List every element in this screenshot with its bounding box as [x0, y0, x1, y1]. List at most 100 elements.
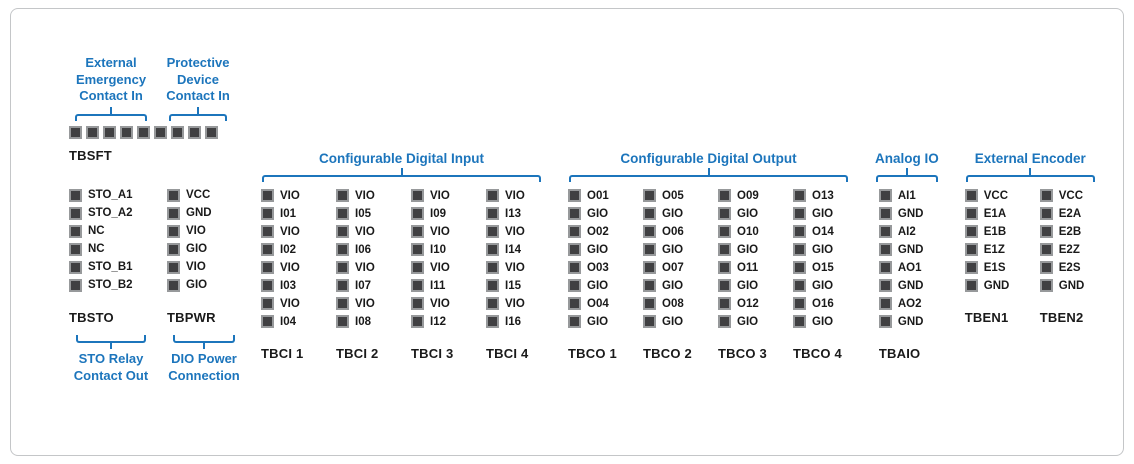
pin-label: GIO [662, 207, 684, 220]
pin-terminal-icon [120, 125, 133, 139]
brace-icon [168, 106, 228, 122]
pin-label: E2Z [1058, 243, 1080, 256]
pin-row: I09 [411, 207, 467, 220]
terminal-block-label: TBCO 2 [643, 346, 692, 361]
pin-terminal-icon [86, 125, 99, 139]
pin-label: VIO [280, 297, 300, 310]
pin-terminal-icon [411, 243, 424, 256]
pin-list: STO_A1 STO_A2 NC NC STO_B1 STO_B2 [69, 188, 153, 297]
pin-row: VIO [167, 224, 241, 238]
pin-terminal-icon [878, 243, 892, 256]
pin-terminal-icon [964, 261, 978, 274]
terminal-block-label: TBCI 4 [486, 346, 529, 361]
pin-label: AI2 [897, 225, 916, 238]
sto-pwr-blocks: STO_A1 STO_A2 NC NC STO_B1 STO_B2 TBSTO STO R… [69, 188, 241, 384]
pin-label: VIO [355, 189, 375, 202]
pin-terminal-icon [568, 225, 581, 238]
pin-terminal-icon [718, 225, 731, 238]
pin-label: GIO [812, 207, 834, 220]
pin-terminal-icon [411, 315, 424, 328]
pin-label: I14 [505, 243, 521, 256]
pin-row: I02 [261, 243, 317, 256]
pin-terminal-icon [568, 207, 581, 220]
pin-row: VIO [167, 260, 241, 274]
pin-row: VIO [336, 297, 392, 310]
pin-terminal-icon [964, 225, 978, 238]
pin-row: GND [167, 206, 241, 220]
pin-terminal-icon [1039, 261, 1053, 274]
pin-terminal-icon [69, 188, 82, 202]
pin-label: I09 [430, 207, 446, 220]
pin-row: GIO [568, 279, 624, 292]
terminal-block-tben2: VCC E2A E2B E2Z E2S GND TBEN2 [1039, 189, 1096, 325]
pin-row: O03 [568, 261, 624, 274]
pin-label: GIO [662, 243, 684, 256]
pin-terminal-icon [793, 297, 806, 310]
pin-row: GIO [793, 279, 849, 292]
pin-list: VIO I09 VIO I10 VIO I11 VIO I12 [411, 189, 467, 333]
pin-terminal-icon [718, 189, 731, 202]
pin-terminal-icon [1039, 243, 1053, 256]
pin-terminal-icon [486, 297, 499, 310]
pin-terminal-icon [336, 189, 349, 202]
pin-row: VIO [411, 189, 467, 202]
pin-label: I02 [280, 243, 296, 256]
pin-label: VIO [355, 225, 375, 238]
pin-label: GIO [812, 279, 834, 292]
pin-label: VIO [430, 261, 450, 274]
terminal-block-tbci1: VIO I01 VIO I02 VIO I03 VIO I04 TBCI 1 [261, 189, 317, 361]
pin-terminal-icon [411, 297, 424, 310]
pin-row: AI2 [878, 225, 935, 238]
pin-terminal-icon [878, 225, 892, 238]
pin-row: I07 [336, 279, 392, 292]
pin-row: GIO [643, 315, 699, 328]
pin-row: GND [1039, 279, 1096, 292]
pin-label: I15 [505, 279, 521, 292]
pin-terminal-icon [878, 279, 892, 292]
pin-label: I12 [430, 315, 446, 328]
pin-row: E1A [964, 207, 1021, 220]
pin-label: VIO [505, 297, 525, 310]
pin-row: O06 [643, 225, 699, 238]
pin-row: AO1 [878, 261, 935, 274]
pin-terminal-icon [411, 225, 424, 238]
pin-label: VIO [355, 297, 375, 310]
pin-label: VCC [983, 189, 1009, 202]
pin-terminal-icon [261, 207, 274, 220]
pin-label: NC [88, 243, 105, 256]
pin-terminal-icon [793, 225, 806, 238]
pin-row: AI1 [878, 189, 935, 202]
pin-terminal-icon [171, 125, 184, 139]
pin-row: I04 [261, 315, 317, 328]
pin-label: GIO [186, 243, 208, 256]
pin-label: VIO [280, 261, 300, 274]
pin-list: VCC GND VIO GIO VIO GIO [167, 188, 241, 297]
terminal-block-tbci4: VIO I13 VIO I14 VIO I15 VIO I16 TBCI 4 [486, 189, 542, 361]
pin-label: AI1 [897, 189, 916, 202]
pin-label: GND [897, 279, 924, 292]
terminal-block-label: TBEN1 [964, 310, 1009, 325]
terminal-block-tbpwr: VCC GND VIO GIO VIO GIO TBPWR DIO Power Conne… [167, 188, 241, 384]
pin-terminal-icon [793, 207, 806, 220]
pin-label: E2B [1058, 225, 1082, 238]
pin-label: STO_B2 [88, 279, 133, 292]
terminal-block-tbci3: VIO I09 VIO I10 VIO I11 VIO I12 TBCI 3 [411, 189, 467, 361]
pin-row: GIO [167, 242, 241, 256]
pin-terminal-icon [964, 189, 978, 202]
pin-label: VIO [280, 189, 300, 202]
pin-label: O04 [587, 297, 609, 310]
group-header: Configurable Digital Input [319, 151, 484, 166]
pin-label: O07 [662, 261, 684, 274]
pin-terminal-icon [964, 243, 978, 256]
pin-label: E1Z [983, 243, 1005, 256]
pin-label: O10 [737, 225, 759, 238]
brace-icon [172, 334, 236, 349]
brace-icon [568, 168, 849, 183]
pin-row: E2Z [1039, 243, 1096, 256]
pin-row: I06 [336, 243, 392, 256]
pin-row: O16 [793, 297, 849, 310]
pin-terminal-icon [188, 125, 201, 139]
pin-label: STO_A2 [88, 207, 133, 220]
pin-terminal-icon [878, 207, 892, 220]
pin-label: O16 [812, 297, 834, 310]
